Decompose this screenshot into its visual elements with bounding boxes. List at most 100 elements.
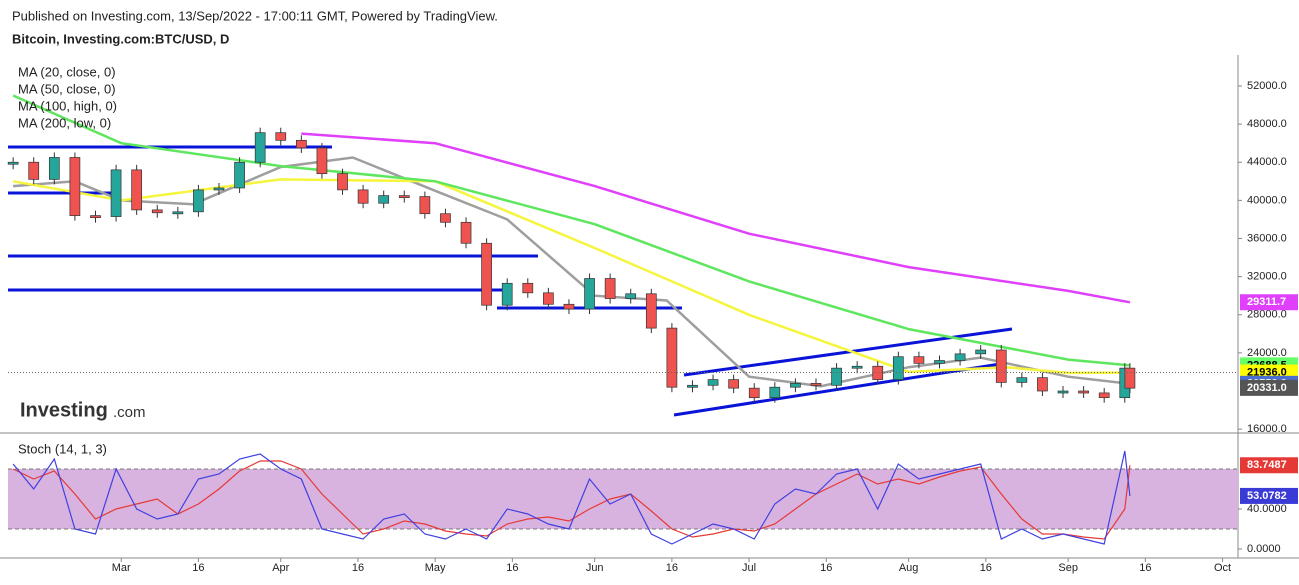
candle (769, 386, 781, 399)
price-label: 29311.7 (1247, 296, 1286, 308)
candle (625, 293, 637, 299)
candle (954, 353, 966, 361)
candle (1057, 390, 1069, 394)
candle (1016, 377, 1028, 383)
stoch-title: Stoch (14, 1, 3) (18, 441, 107, 456)
logo: Investing (20, 399, 108, 421)
stoch-label: 83.7487 (1247, 459, 1287, 471)
x-tick-label: Jul (742, 562, 756, 574)
x-tick-label: Oct (1214, 562, 1231, 574)
candle (790, 383, 801, 388)
y-tick-label: 40000.0 (1247, 194, 1287, 206)
price-label-box (1240, 294, 1298, 311)
candle (1098, 392, 1110, 399)
stoch-d-line (12, 460, 1131, 540)
stoch-band (8, 469, 1238, 529)
x-tick-label: 16 (352, 562, 364, 574)
price-label-box (1240, 379, 1298, 396)
x-tick-label: 16 (666, 562, 678, 574)
candle (295, 139, 307, 149)
candle (604, 278, 616, 299)
legend-entry: MA (20, close, 0) (18, 64, 116, 79)
candle (28, 161, 40, 180)
legend-entry: MA (200, low, 0) (18, 115, 111, 130)
candle (543, 292, 554, 305)
candle (69, 157, 81, 216)
candle (193, 189, 204, 213)
x-tick-label: 16 (980, 562, 992, 574)
x-tick-label: Apr (272, 562, 289, 574)
candle (398, 195, 410, 198)
y-tick-label: 32000.0 (1247, 271, 1287, 283)
price-label: 21936.0 (1247, 366, 1287, 378)
stoch-label-box (1240, 457, 1298, 474)
legend-entry: MA (50, close, 0) (18, 81, 116, 96)
stoch-label-box (1240, 487, 1298, 504)
ma-line (301, 132, 1131, 304)
candle (275, 132, 287, 141)
candle (1078, 390, 1089, 394)
y-tick-label: 0.0000 (1247, 543, 1281, 555)
x-tick-label: Mar (112, 562, 131, 574)
candle (254, 132, 266, 163)
candle (151, 209, 163, 214)
candle (501, 282, 513, 306)
candle (934, 360, 945, 364)
candle (1037, 377, 1048, 392)
x-tick-label: Jun (586, 562, 604, 574)
legend-entry: MA (100, high, 0) (18, 98, 117, 113)
candle (213, 187, 225, 191)
candle (234, 161, 245, 189)
y-tick-label: 28000.0 (1247, 309, 1287, 321)
published: Published on Investing.com, 13/Sep/2022 … (12, 8, 498, 23)
candle (419, 196, 431, 215)
y-tick-label: 40.0000 (1247, 503, 1287, 515)
candle (172, 211, 184, 215)
logo-suffix: .com (113, 404, 146, 421)
symbol: Bitcoin, Investing.com:BTC/USD, D (12, 31, 229, 46)
candle (913, 356, 925, 364)
x-tick-label: 16 (506, 562, 518, 574)
candle (522, 282, 534, 294)
y-tick-label: 16000.0 (1247, 423, 1287, 435)
candle (645, 293, 657, 329)
y-tick-label: 24000.0 (1247, 347, 1287, 359)
x-tick-label: 16 (820, 562, 832, 574)
candle (110, 169, 122, 217)
stoch-k-line (12, 450, 1131, 545)
x-tick-label: 16 (1139, 562, 1151, 574)
candle (48, 157, 60, 180)
y-tick-label: 52000.0 (1247, 80, 1287, 92)
candle (316, 147, 328, 175)
candle (666, 327, 678, 388)
candle (378, 195, 390, 204)
candle (7, 161, 19, 165)
x-tick-label: Aug (899, 562, 919, 574)
y-tick-label: 44000.0 (1247, 156, 1287, 168)
candle (687, 384, 698, 388)
y-tick-label: 36000.0 (1247, 232, 1287, 244)
candle (810, 383, 822, 386)
candle (90, 215, 101, 218)
stoch-label: 53.0782 (1247, 490, 1287, 502)
x-tick-label: May (425, 562, 446, 574)
candle (831, 367, 842, 386)
candle (892, 356, 904, 380)
candle (748, 387, 760, 399)
ma-line (12, 94, 1131, 367)
price-label: 20331.0 (1247, 382, 1287, 394)
candle (460, 221, 472, 244)
candle (851, 365, 863, 369)
candle (584, 278, 595, 310)
candle (337, 173, 348, 191)
candle (1124, 367, 1136, 389)
candle (995, 349, 1007, 383)
candle (707, 379, 719, 386)
candle (440, 213, 451, 223)
x-tick-label: 16 (192, 562, 204, 574)
candle (357, 189, 369, 204)
y-tick-label: 48000.0 (1247, 118, 1287, 130)
candle (728, 379, 739, 389)
candle (481, 242, 492, 306)
